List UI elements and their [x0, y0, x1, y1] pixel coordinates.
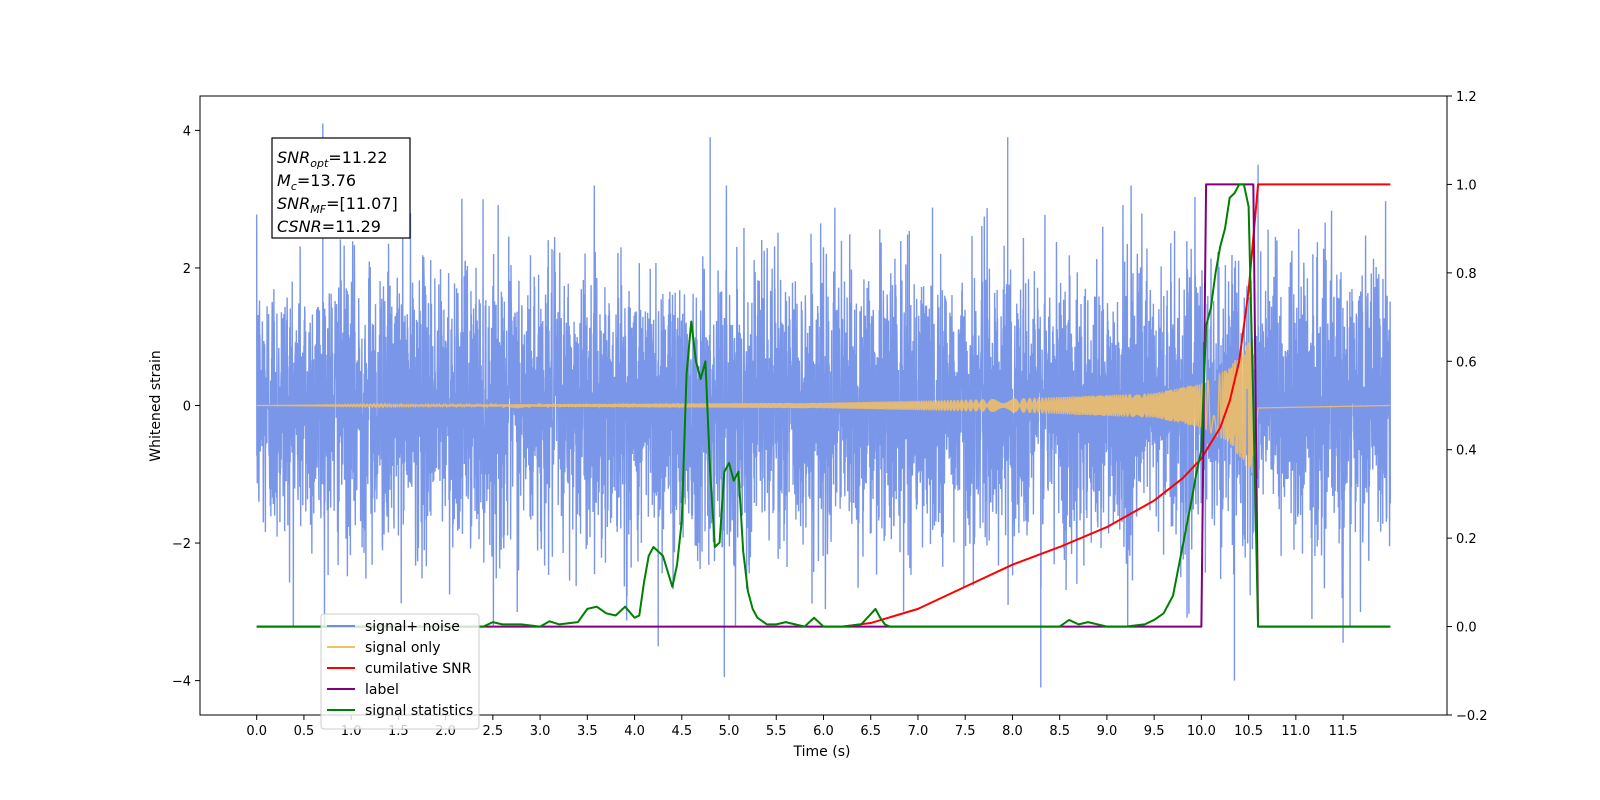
series-line-signal-statistics	[256, 183, 1391, 628]
x-tick-label: 8.0	[1002, 724, 1023, 739]
annotation-line: SNRMF=[11.07]	[277, 194, 398, 216]
x-tick-label: 7.0	[908, 724, 929, 739]
y-tick-label: 4	[183, 124, 191, 139]
x-tick-label: 4.0	[624, 724, 645, 739]
x-tick-label: 6.0	[813, 724, 834, 739]
legend: signal+ noise signal only cumilative SNR la…	[320, 613, 480, 730]
x-tick-label: 3.0	[530, 724, 551, 739]
annotation-line: Mc=13.76	[277, 171, 356, 193]
annotation-value: =11.22	[328, 148, 387, 167]
y-tick-label: −4	[172, 675, 191, 690]
legend-label: signal statistics	[365, 703, 473, 719]
y2-tick-label: 1.0	[1456, 178, 1477, 193]
y2-tick-label: 0.4	[1456, 444, 1477, 459]
x-tick-label: 2.5	[483, 724, 504, 739]
annotation-value: =13.76	[297, 171, 356, 190]
plot-area	[255, 123, 1392, 688]
annotation-symbol: SNR	[277, 194, 310, 213]
x-tick-label: 10.5	[1234, 724, 1263, 739]
annotation-line: SNRopt=11.22	[277, 148, 388, 170]
annotation-line: CSNR=11.29	[277, 217, 381, 236]
x-tick-label: 7.5	[955, 724, 976, 739]
x-tick-label: 0.0	[246, 724, 267, 739]
series-line-signal-noise	[255, 123, 1392, 688]
y2-tick-label: 0.6	[1456, 355, 1477, 370]
x-tick-label: 8.5	[1049, 724, 1070, 739]
x-tick-label: 0.5	[294, 724, 315, 739]
y2-tick-label: 0.0	[1456, 621, 1477, 636]
series-line-signal-only	[256, 339, 1391, 473]
x-tick-label: 3.5	[577, 724, 598, 739]
y-tick-label: −2	[172, 537, 191, 552]
legend-label: signal+ noise	[365, 619, 460, 635]
x-axis-label: Time (s)	[793, 744, 851, 760]
annotation-symbol: SNR	[277, 148, 310, 167]
x-tick-label: 9.5	[1144, 724, 1165, 739]
legend-label: label	[365, 682, 399, 698]
legend-label: signal only	[365, 640, 440, 656]
y2-tick-label: 1.2	[1456, 90, 1477, 105]
y2-tick-label: −0.2	[1456, 709, 1488, 724]
annotation-box-frame	[271, 137, 411, 239]
annotation-value: =[11.07]	[326, 194, 398, 213]
y-axis-label: Whitened strain	[148, 350, 164, 461]
x-tick-label: 5.0	[719, 724, 740, 739]
annotation-value: =11.29	[322, 217, 381, 236]
legend-frame	[320, 613, 480, 730]
legend-label: cumilative SNR	[365, 661, 472, 677]
x-tick-label: 11.5	[1329, 724, 1358, 739]
axes: 0.0 0.5 1.0 1.5 2.0 2.5 3.0 3.5 4.0 4.5 5.0 5.5 6.0 6…	[172, 90, 1488, 739]
x-tick-label: 11.0	[1281, 724, 1310, 739]
x-tick-label: 6.5	[860, 724, 881, 739]
y-tick-label: 0	[183, 400, 191, 415]
stats-annotation-box: SNRopt=11.22Mc=13.76SNRMF=[11.07]CSNR=11…	[271, 137, 411, 239]
y-tick-label: 2	[183, 262, 191, 277]
y2-tick-label: 0.8	[1456, 267, 1477, 282]
x-tick-label: 9.0	[1097, 724, 1118, 739]
annotation-symbol: CSNR	[277, 217, 322, 236]
x-tick-label: 10.0	[1187, 724, 1216, 739]
annotation-symbol: M	[277, 171, 291, 190]
x-tick-label: 5.5	[766, 724, 787, 739]
annotation-subscript: MF	[310, 203, 326, 216]
x-tick-label: 4.5	[671, 724, 692, 739]
annotation-subscript: opt	[310, 157, 329, 170]
annotation-subscript: c	[291, 180, 297, 193]
y2-tick-label: 0.2	[1456, 532, 1477, 547]
